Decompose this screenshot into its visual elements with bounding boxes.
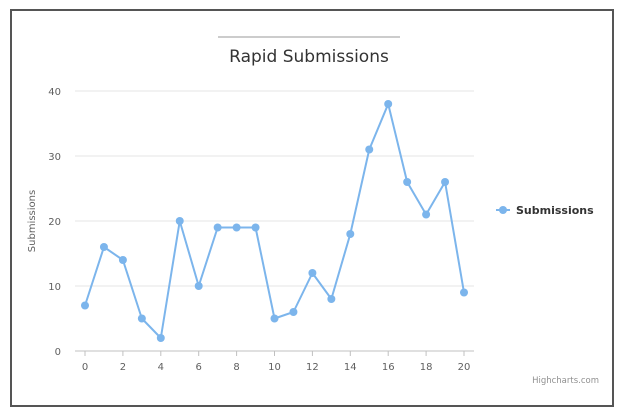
- x-tick-label-8: 8: [233, 362, 239, 373]
- y-axis-title: Submissions: [27, 190, 38, 252]
- series-submissions[interactable]: [81, 100, 468, 342]
- x-tick-label-10: 10: [268, 362, 281, 373]
- data-point-2[interactable]: [118, 256, 127, 264]
- y-tick-label-0: 0: [55, 347, 61, 358]
- data-point-9[interactable]: [251, 223, 260, 232]
- x-tick-label-2: 2: [120, 362, 126, 373]
- y-tick-label-40: 40: [48, 87, 61, 98]
- y-axis-ticks: 0 10 20 30 40: [48, 87, 61, 358]
- y-tick-label-30: 30: [48, 152, 61, 163]
- data-point-1[interactable]: [99, 243, 108, 251]
- data-point-6[interactable]: [194, 282, 203, 290]
- legend-marker: [499, 206, 507, 214]
- data-point-15[interactable]: [365, 145, 374, 154]
- data-point-20[interactable]: [460, 288, 468, 297]
- x-tick-label-0: 0: [82, 362, 88, 373]
- y-tick-label-20: 20: [48, 217, 61, 228]
- data-point-3[interactable]: [137, 314, 146, 323]
- legend-item-submissions[interactable]: Submissions: [516, 204, 594, 217]
- credits-link[interactable]: Highcharts.com: [532, 376, 599, 386]
- data-point-5[interactable]: [175, 217, 184, 225]
- data-point-14[interactable]: [346, 230, 355, 238]
- x-axis-ticks: 0 2 4 6 8 10 12 14 16 18 20: [82, 351, 471, 373]
- data-point-4[interactable]: [156, 334, 165, 342]
- data-point-0[interactable]: [81, 301, 89, 310]
- x-tick-label-14: 14: [344, 362, 357, 373]
- data-point-18[interactable]: [422, 210, 431, 219]
- x-tick-label-12: 12: [306, 362, 319, 373]
- x-tick-label-18: 18: [420, 362, 433, 373]
- x-tick-label-20: 20: [458, 362, 471, 373]
- y-tick-label-10: 10: [48, 282, 61, 293]
- data-point-10[interactable]: [270, 314, 279, 323]
- data-point-12[interactable]: [308, 269, 317, 277]
- x-tick-label-6: 6: [196, 362, 202, 373]
- x-tick-label-16: 16: [382, 362, 395, 373]
- data-point-8[interactable]: [232, 223, 241, 232]
- data-point-17[interactable]: [403, 178, 412, 186]
- data-point-7[interactable]: [213, 223, 222, 232]
- data-point-16[interactable]: [384, 100, 393, 108]
- chart-title: Rapid Submissions: [229, 47, 389, 67]
- chart-frame: [10, 9, 614, 407]
- data-point-13[interactable]: [327, 295, 336, 303]
- legend[interactable]: Submissions: [496, 204, 594, 217]
- x-tick-label-4: 4: [158, 362, 164, 373]
- grid-lines: [75, 90, 474, 352]
- data-point-19[interactable]: [441, 178, 450, 186]
- data-point-11[interactable]: [289, 308, 298, 316]
